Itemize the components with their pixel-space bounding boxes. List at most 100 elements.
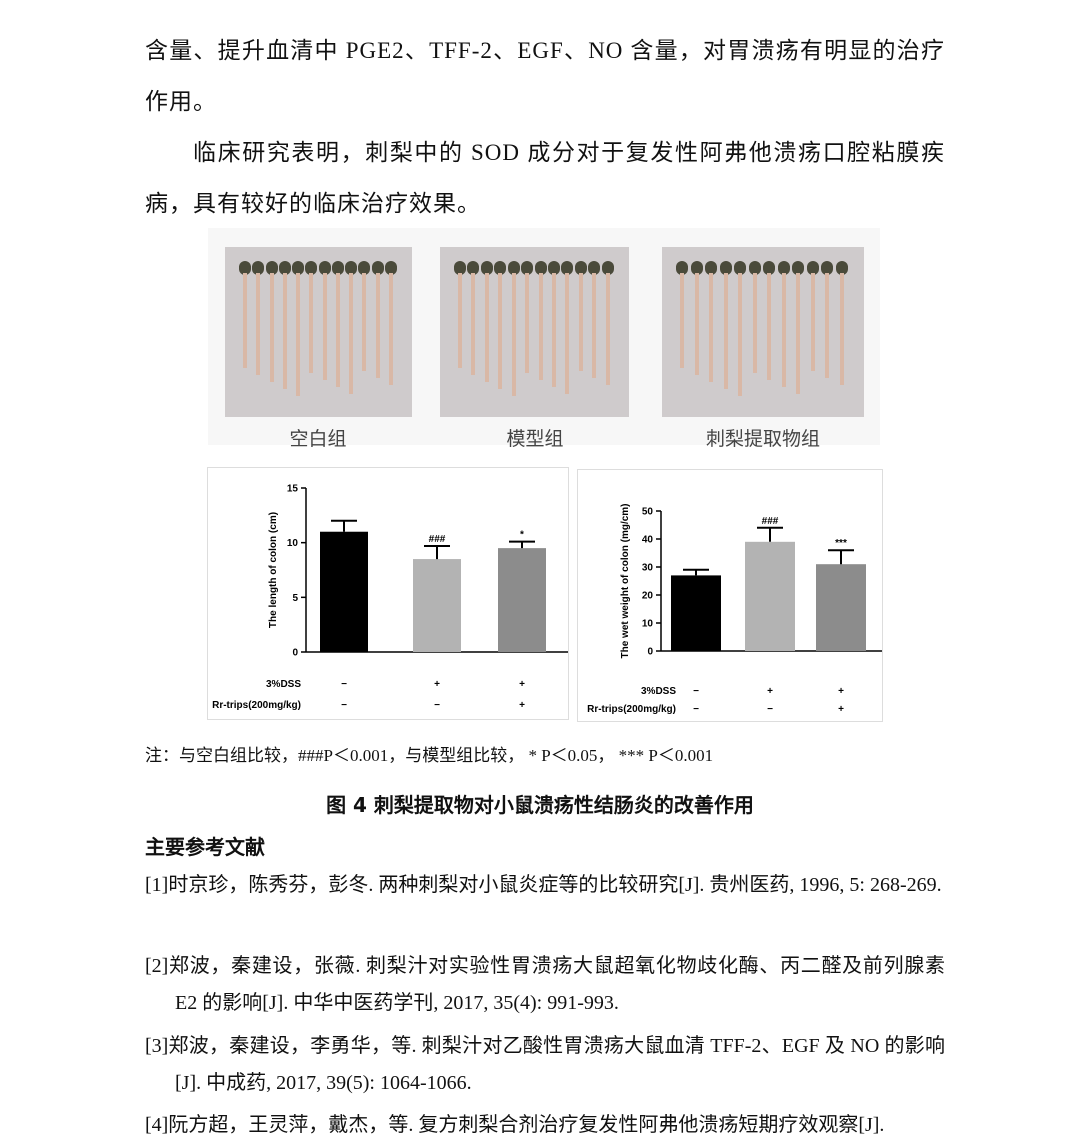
treatment-mark: − (767, 704, 773, 715)
colon-sample (821, 261, 833, 275)
y-tick-label: 50 (642, 507, 654, 518)
photo-label: 模型组 (506, 429, 564, 450)
colon-sample (384, 261, 397, 275)
colon-strand (309, 273, 314, 373)
chart: 0 10 20 30 40 50 The wet weight of colon (mg/c… (577, 469, 883, 722)
colon-sample (574, 261, 587, 275)
colon-strand (256, 273, 261, 375)
treatment-label: Rr-trips(200mg/kg) (587, 704, 676, 715)
error-bar (424, 544, 450, 560)
treatment-mark: + (767, 686, 773, 697)
colon-sample (719, 261, 732, 275)
photo (440, 247, 629, 417)
y-tick-label: 10 (642, 619, 654, 630)
error-bar (331, 519, 357, 532)
colon-sample (547, 261, 560, 275)
colon-strand (282, 273, 287, 389)
bar (320, 531, 368, 652)
colon-sample (358, 261, 371, 275)
colon-strand (375, 273, 380, 378)
colon-strand (752, 273, 757, 373)
colon-sample (239, 261, 251, 275)
error-bar (683, 568, 709, 576)
reference: [4]阮方超，王灵萍，戴杰，等. 复方刺梨合剂治疗复发性阿弗他溃疡短期疗效观察[… (145, 1114, 885, 1136)
reference: [3]郑波，秦建设，李勇华，等. 刺梨汁对乙酸性胃溃疡大鼠血清 TFF-2、EG… (145, 1035, 945, 1094)
photo-label: 刺梨提取物组 (705, 429, 820, 450)
photo-label: 空白组 (289, 429, 347, 450)
colon-sample (345, 261, 357, 275)
colon-sample (252, 261, 265, 275)
y-tick-label: 0 (292, 648, 298, 659)
y-tick-label: 30 (642, 563, 654, 574)
y-tick-label: 10 (287, 538, 299, 549)
colon-sample (507, 261, 520, 275)
treatment-mark: + (519, 679, 525, 690)
colon-strand (767, 273, 771, 380)
y-tick-label: 40 (642, 535, 654, 546)
section-title: 主要参考文献 (145, 835, 265, 859)
bar (816, 564, 866, 651)
colon-sample (265, 261, 278, 275)
treatment-mark: − (341, 679, 347, 690)
photo (662, 247, 864, 417)
colon-strand (592, 273, 597, 378)
error-bar (757, 526, 783, 542)
colon-strand (565, 273, 570, 394)
colon-sample (534, 261, 547, 275)
error-bar (828, 549, 854, 565)
paragraph: 临床研究表明，刺梨中的 SOD 成分对于复发性阿弗他溃疡口腔粘膜疾病，具有较好的… (145, 140, 945, 216)
colon-strand (484, 273, 489, 382)
treatment-mark: − (434, 700, 440, 711)
colon-strand (243, 273, 247, 368)
colon-sample (480, 261, 493, 275)
colon-sample (331, 261, 344, 275)
treatment-mark: + (519, 700, 525, 711)
colon-strand (511, 273, 516, 396)
paragraph: 含量、提升血清中 PGE2、TFF-2、EGF、NO 含量，对胃溃疡有明显的治疗… (145, 38, 945, 114)
y-tick-label: 5 (292, 593, 298, 604)
colon-strand (605, 273, 610, 385)
reference: [2]郑波，秦建设，张薇. 刺梨汁对实验性胃溃疡大鼠超氧化物歧化酶、丙二醛及前列… (145, 955, 945, 1014)
significance-label: *** (835, 538, 847, 549)
bar (498, 548, 546, 652)
colon-strand (388, 273, 393, 385)
figure-caption: 图 4 刺梨提取物对小鼠溃疡性结肠炎的改善作用 (326, 793, 754, 817)
colon-sample (371, 261, 384, 275)
bar (671, 575, 721, 651)
colon-sample (763, 261, 775, 275)
colon-sample (601, 261, 614, 275)
significance-label: * (520, 530, 524, 541)
treatment-mark: − (693, 704, 699, 715)
significance-label: ### (429, 534, 446, 545)
colon-strand (839, 273, 844, 385)
colon-strand (269, 273, 274, 382)
treatment-label: 3%DSS (641, 686, 676, 697)
colon-strand (538, 273, 543, 380)
colon-strand (723, 273, 728, 389)
colon-sample (690, 261, 703, 275)
colon-strand (694, 273, 699, 375)
colon-sample (454, 261, 466, 275)
colon-sample (305, 261, 318, 275)
colon-sample (777, 261, 790, 275)
treatment-mark: − (341, 700, 347, 711)
colon-sample (676, 261, 688, 275)
reference: [1]时京珍，陈秀芬，彭冬. 两种刺梨对小鼠炎症等的比较研究[J]. 贵州医药,… (145, 874, 942, 896)
colon-sample (734, 261, 746, 275)
photo (225, 247, 412, 417)
y-axis-label: The length of colon (cm) (268, 512, 279, 628)
colon-sample (705, 261, 717, 275)
colon-strand (498, 273, 503, 389)
colon-sample (318, 261, 331, 275)
colon-strand (349, 273, 353, 394)
colon-strand (578, 273, 583, 371)
error-bar (509, 540, 535, 549)
y-tick-label: 15 (287, 484, 299, 495)
colon-strand (296, 273, 300, 396)
chart: 0 5 10 15 The length of colon (cm) ### * 3%DSS −… (207, 467, 569, 720)
colon-sample (792, 261, 804, 275)
treatment-label: Rr-trips(200mg/kg) (212, 700, 301, 711)
colon-strand (551, 273, 556, 387)
colon-sample (806, 261, 819, 275)
